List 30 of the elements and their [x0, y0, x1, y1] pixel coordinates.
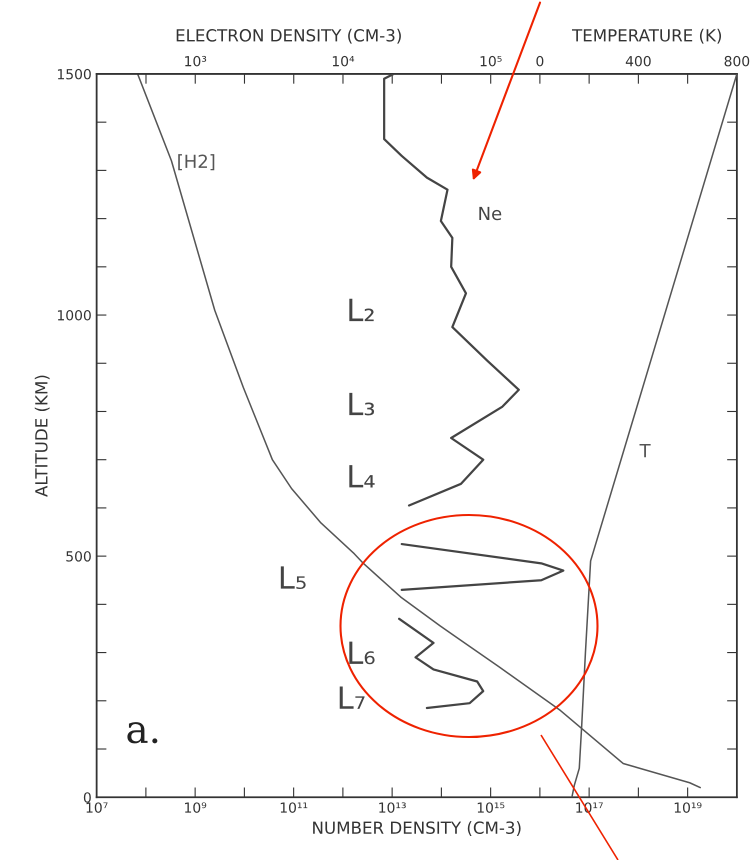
y-tick-label: 1000: [58, 310, 91, 321]
x-tick-label: 800: [724, 56, 750, 66]
series-label: Ne: [479, 206, 502, 220]
y-tick-label: 1500: [58, 68, 91, 80]
y-tick-label: 0: [84, 792, 91, 803]
x-tick-label: 10⁹: [185, 802, 206, 813]
annotation: a.: [127, 722, 158, 744]
y-tick-label: 500: [66, 551, 91, 562]
annotation: L₆: [349, 642, 375, 664]
x-tick-label: 10¹⁵: [478, 802, 504, 813]
series-label: [H2]: [178, 154, 214, 170]
x-tick-label: 10⁵: [480, 56, 502, 66]
y-axis-title: ALTITUDE (KM): [34, 376, 50, 497]
x-tick-label: 400: [626, 56, 651, 66]
annotation: L₇: [340, 686, 365, 709]
annotation: L₄: [349, 465, 375, 488]
x-tick-label: 10¹⁹: [674, 802, 702, 813]
x-tick-label: 0: [536, 56, 544, 66]
x-tick-label: 10³: [185, 56, 206, 66]
series-label: T: [640, 444, 651, 458]
annotation: L₂: [349, 298, 374, 322]
x-tick-label: 10¹¹: [280, 802, 308, 813]
x-tick-label: 10⁷: [86, 802, 108, 813]
x-axis-title: TEMPERATURE (K): [572, 28, 722, 44]
x-tick-label: 10¹³: [379, 802, 406, 813]
x-axis-title: ELECTRON DENSITY (CM-3): [176, 28, 401, 44]
x-tick-label: 10⁴: [332, 56, 354, 66]
annotation: L₃: [349, 392, 374, 416]
annotation: L₅: [280, 566, 306, 590]
x-axis-title: NUMBER DENSITY (CM-3): [313, 821, 521, 836]
